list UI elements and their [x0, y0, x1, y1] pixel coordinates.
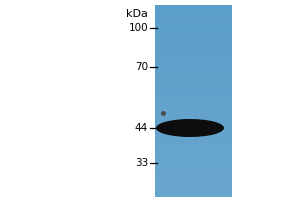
Bar [155, 146, 232, 152]
Bar [155, 159, 232, 165]
Bar [155, 171, 232, 178]
Bar [155, 56, 232, 63]
FancyBboxPatch shape [155, 5, 232, 197]
Bar [155, 43, 232, 50]
Bar [155, 120, 232, 127]
Ellipse shape [156, 119, 224, 137]
Text: 33: 33 [135, 158, 148, 168]
Bar [155, 11, 232, 18]
Text: 100: 100 [128, 23, 148, 33]
Bar [155, 152, 232, 159]
Bar [155, 127, 232, 133]
Bar [155, 133, 232, 139]
Bar [155, 37, 232, 43]
Bar [155, 31, 232, 37]
Text: 44: 44 [135, 123, 148, 133]
Text: 70: 70 [135, 62, 148, 72]
Bar [155, 88, 232, 95]
Bar [155, 107, 232, 114]
Bar [155, 82, 232, 88]
Bar [155, 139, 232, 146]
Bar [155, 191, 232, 197]
Bar [155, 75, 232, 82]
Bar [155, 184, 232, 191]
Bar [155, 63, 232, 69]
Bar [155, 50, 232, 56]
Text: kDa: kDa [126, 9, 148, 19]
Bar [155, 69, 232, 75]
Bar [155, 165, 232, 171]
Bar [155, 24, 232, 31]
Bar [155, 18, 232, 24]
Bar [155, 101, 232, 107]
Bar [155, 178, 232, 184]
Bar [155, 5, 232, 11]
Bar [155, 114, 232, 120]
Bar [155, 95, 232, 101]
